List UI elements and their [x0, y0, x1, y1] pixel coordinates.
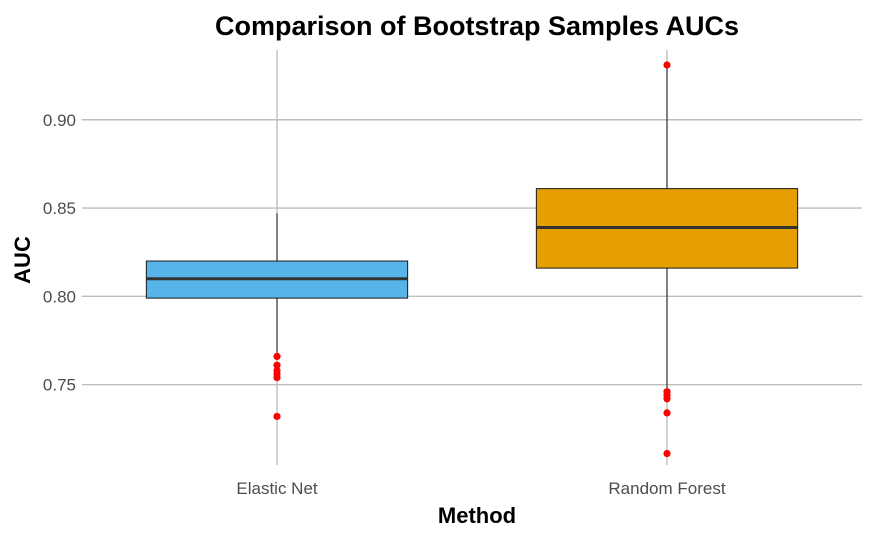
x-axis-title: Method [438, 503, 516, 528]
outlier-point [663, 409, 671, 417]
x-axis-ticks: Elastic Net Random Forest [236, 479, 725, 498]
box-random-forest [535, 61, 799, 458]
y-tick-label: 0.80 [43, 287, 76, 306]
outlier-point [663, 395, 671, 403]
outlier-point [273, 373, 281, 382]
y-tick-label: 0.75 [43, 376, 76, 395]
box-elastic-net [145, 213, 409, 421]
outlier-point [273, 412, 281, 421]
y-tick-label: 0.85 [43, 199, 76, 218]
chart-title: Comparison of Bootstrap Samples AUCs [215, 11, 739, 41]
y-axis-title: AUC [10, 236, 35, 284]
boxplot-series [145, 61, 799, 458]
y-tick-label: 0.90 [43, 111, 76, 130]
outlier-point [273, 352, 281, 360]
outlier-point [663, 61, 671, 69]
x-tick-label: Elastic Net [236, 479, 318, 498]
x-tick-label: Random Forest [608, 479, 725, 498]
outlier-point [663, 449, 671, 458]
y-axis-ticks: 0.75 0.80 0.85 0.90 [43, 111, 76, 395]
outlier-point [273, 361, 281, 369]
